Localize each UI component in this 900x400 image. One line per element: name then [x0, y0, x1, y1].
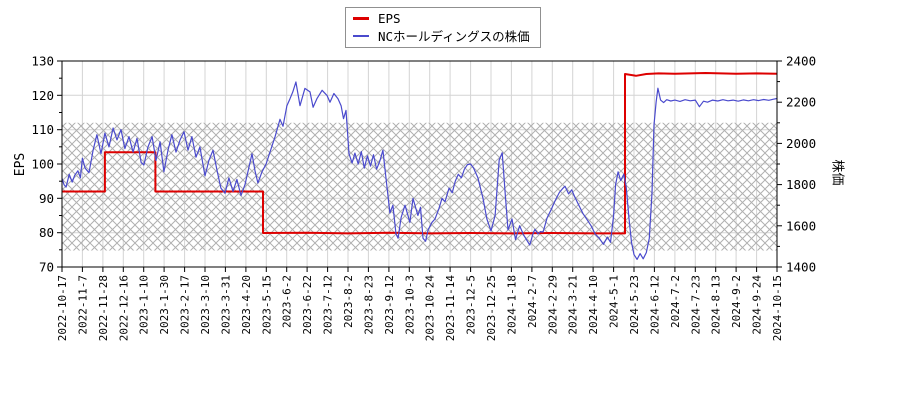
svg-text:1400: 1400: [786, 260, 816, 275]
svg-text:2023-6-22: 2023-6-22: [301, 275, 314, 335]
svg-text:2024-7-2: 2024-7-2: [669, 275, 682, 328]
svg-text:2200: 2200: [786, 95, 816, 110]
svg-text:2024-3-21: 2024-3-21: [567, 275, 580, 335]
eps-line-sample-icon: [353, 17, 369, 20]
svg-text:2023-11-14: 2023-11-14: [444, 275, 457, 342]
svg-text:2024-2-7: 2024-2-7: [526, 275, 539, 328]
svg-text:2022-11-28: 2022-11-28: [97, 275, 110, 341]
left-axis-tick-labels: 70 80 90 100 110 120 130: [31, 54, 54, 275]
svg-text:2023-5-15: 2023-5-15: [260, 275, 273, 335]
legend: EPS NCホールディングスの株価: [345, 7, 541, 48]
svg-text:1600: 1600: [786, 218, 816, 233]
svg-text:70: 70: [39, 260, 54, 275]
svg-text:2024-1-18: 2024-1-18: [505, 275, 518, 335]
svg-text:2024-9-24: 2024-9-24: [751, 275, 764, 335]
svg-text:2000: 2000: [786, 136, 816, 151]
svg-text:1800: 1800: [786, 177, 816, 192]
svg-text:2024-10-15: 2024-10-15: [771, 275, 784, 341]
svg-text:120: 120: [31, 88, 54, 103]
svg-text:2023-12-5: 2023-12-5: [465, 275, 478, 335]
svg-text:2024-2-29: 2024-2-29: [546, 275, 559, 335]
x-axis-tick-labels: 2022-10-17 2022-11-7 2022-11-28 2022-12-16 2…: [56, 275, 784, 342]
legend-label-stock-price: NCホールディングスの株価: [378, 29, 530, 44]
svg-text:2023-8-2: 2023-8-2: [342, 275, 355, 328]
stock-price-line-sample-icon: [353, 34, 369, 37]
svg-text:2023-8-23: 2023-8-23: [362, 275, 375, 335]
svg-text:2024-4-10: 2024-4-10: [587, 275, 600, 335]
svg-text:2023-3-10: 2023-3-10: [199, 275, 212, 335]
price-range-hatch-band: [62, 122, 777, 251]
svg-text:2024-5-23: 2024-5-23: [628, 275, 641, 335]
svg-text:2023-3-31: 2023-3-31: [219, 275, 232, 335]
svg-text:2024-7-23: 2024-7-23: [689, 275, 702, 335]
right-axis-title: 株価: [829, 159, 845, 186]
svg-text:2023-10-3: 2023-10-3: [403, 275, 416, 335]
eps-series-line: [62, 72, 778, 235]
legend-item-stock-price: NCホールディングスの株価: [353, 27, 530, 44]
svg-text:110: 110: [31, 122, 54, 137]
stock-price-series-line: [61, 81, 778, 260]
svg-text:2022-12-16: 2022-12-16: [117, 275, 130, 341]
svg-text:2400: 2400: [786, 54, 816, 69]
svg-text:2024-9-2: 2024-9-2: [730, 275, 743, 328]
svg-text:90: 90: [39, 191, 54, 206]
svg-text:2024-8-13: 2024-8-13: [710, 275, 723, 335]
svg-text:2023-2-17: 2023-2-17: [179, 275, 192, 335]
svg-text:2022-10-17: 2022-10-17: [56, 275, 69, 341]
svg-text:2022-11-7: 2022-11-7: [76, 275, 89, 335]
legend-label-eps: EPS: [378, 11, 401, 26]
svg-text:2023-9-12: 2023-9-12: [383, 275, 396, 335]
svg-text:2023-10-24: 2023-10-24: [424, 275, 437, 342]
svg-text:2023-6-2: 2023-6-2: [281, 275, 294, 328]
svg-text:2023-12-25: 2023-12-25: [485, 275, 498, 341]
svg-text:2024-5-1: 2024-5-1: [608, 275, 621, 328]
svg-text:2023-7-12: 2023-7-12: [322, 275, 335, 335]
svg-text:2024-6-12: 2024-6-12: [648, 275, 661, 335]
svg-text:130: 130: [31, 54, 54, 69]
svg-text:2023-4-20: 2023-4-20: [240, 275, 253, 335]
svg-text:2023-1-10: 2023-1-10: [138, 275, 151, 335]
right-axis-tick-labels: 1400 1600 1800 2000 2200 2400: [786, 54, 816, 275]
legend-item-eps: EPS: [353, 10, 530, 27]
left-axis-title: EPS: [13, 152, 29, 177]
axis-ticks: [57, 60, 782, 272]
svg-text:2023-1-30: 2023-1-30: [158, 275, 171, 335]
svg-text:100: 100: [31, 157, 54, 172]
svg-text:80: 80: [39, 225, 54, 240]
